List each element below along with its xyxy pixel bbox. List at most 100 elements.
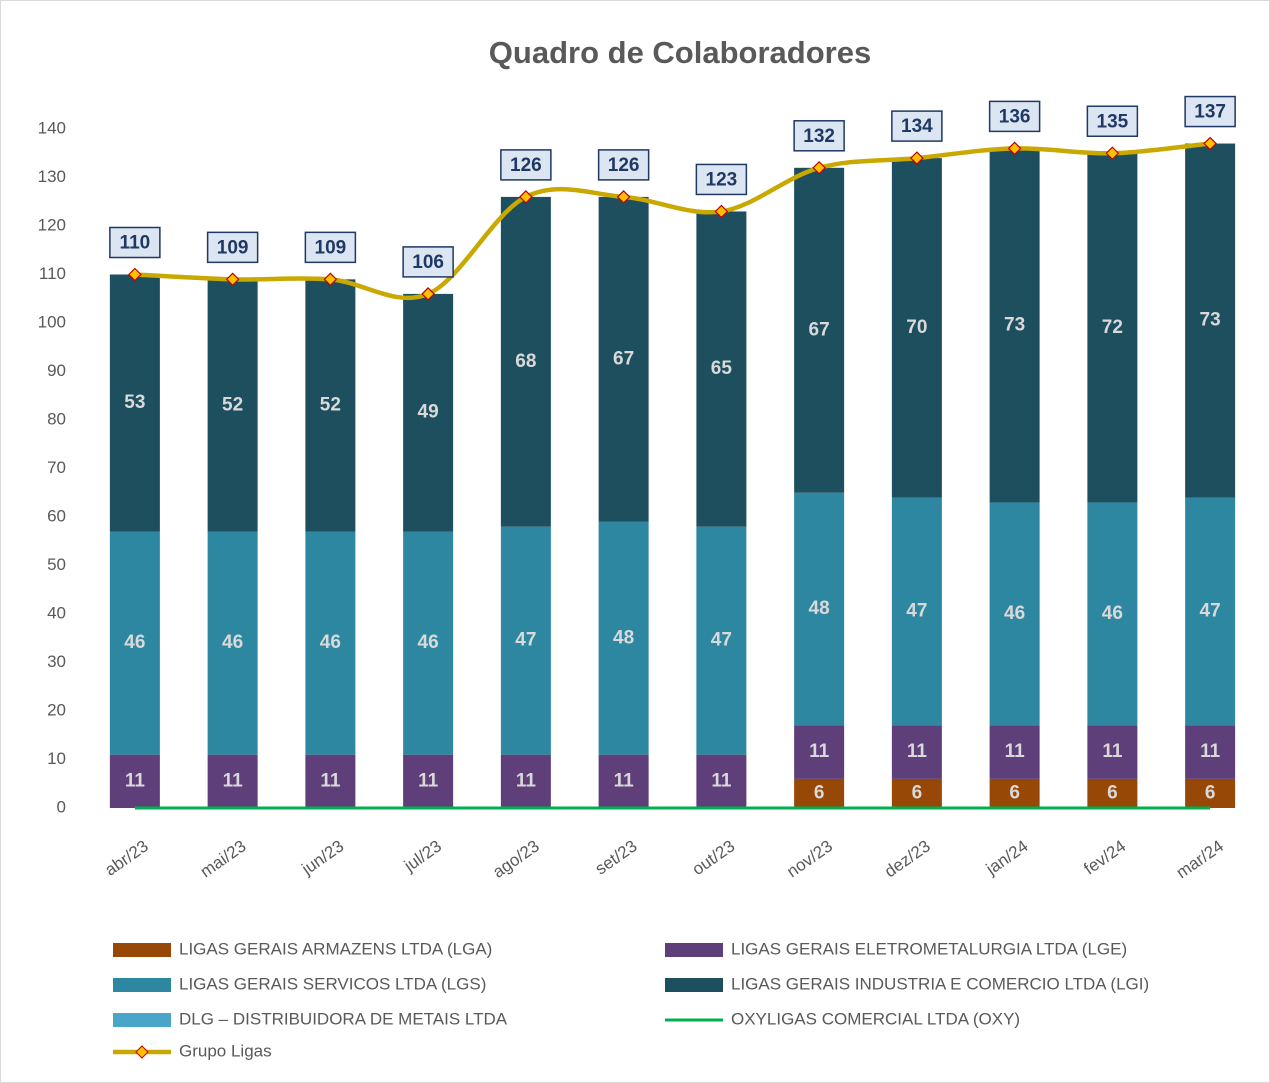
legend-label: LIGAS GERAIS SERVICOS LTDA (LGS) (179, 974, 486, 993)
legend-swatch (113, 978, 171, 992)
y-tick-label: 120 (38, 215, 66, 234)
legend-label: LIGAS GERAIS ARMAZENS LTDA (LGA) (179, 939, 492, 958)
data-label: 48 (809, 598, 830, 619)
data-label: 68 (515, 351, 536, 372)
data-label: 11 (320, 770, 341, 791)
data-label: 47 (711, 630, 732, 651)
total-label: 106 (412, 252, 444, 273)
total-label: 136 (999, 106, 1031, 127)
data-label: 46 (418, 632, 439, 653)
legend-label: LIGAS GERAIS INDUSTRIA E COMERCIO LTDA (… (731, 974, 1149, 993)
line-marker (519, 190, 533, 204)
chart-title: Quadro de Colaboradores (489, 35, 871, 70)
data-label: 46 (222, 632, 243, 653)
data-label: 46 (320, 632, 341, 653)
bar-segment (500, 526, 551, 755)
total-label-box (1086, 105, 1139, 137)
total-label-box (988, 100, 1041, 133)
y-tick-label: 70 (47, 458, 66, 477)
total-label-box (1184, 95, 1236, 128)
bar-segment (891, 497, 942, 726)
data-label: 6 (1205, 782, 1216, 803)
bar-segment (696, 754, 747, 808)
bar-segment (1185, 778, 1236, 808)
line-marker (421, 287, 435, 301)
bar-segment (598, 521, 649, 755)
total-label-box (891, 110, 943, 142)
bar-segment (794, 778, 845, 808)
y-tick-label: 130 (38, 167, 66, 186)
total-label: 123 (706, 169, 738, 190)
total-label: 126 (608, 155, 640, 176)
bar-segment (403, 293, 454, 532)
data-label: 46 (1004, 603, 1025, 624)
bar-segment (207, 754, 258, 808)
data-label: 70 (906, 317, 927, 338)
data-label: 53 (124, 392, 145, 413)
data-label: 46 (1102, 603, 1123, 624)
total-label-box (793, 120, 845, 152)
bar-segment (109, 754, 160, 808)
data-label: 11 (223, 770, 244, 791)
total-label: 132 (803, 126, 835, 147)
y-tick-label: 110 (39, 264, 66, 283)
bar-segment (1185, 725, 1236, 779)
line-marker (910, 151, 924, 165)
data-label: 11 (711, 770, 732, 791)
bar-segment (891, 778, 942, 808)
y-tick-label: 10 (47, 749, 66, 768)
bar-segment (305, 279, 356, 532)
bar-segment (989, 502, 1040, 726)
data-label: 67 (613, 348, 634, 369)
bar-segment (305, 754, 356, 808)
total-label-box (402, 246, 454, 278)
total-label: 109 (217, 237, 249, 258)
legend-label: DLG – DISTRIBUIDORA DE METAIS LTDA (179, 1009, 508, 1028)
bar-segment (1185, 497, 1236, 726)
total-label: 135 (1097, 111, 1129, 132)
data-label: 65 (711, 358, 733, 379)
data-label: 73 (1200, 310, 1221, 331)
bar-segment (500, 754, 551, 808)
data-label: 49 (418, 402, 439, 423)
total-label: 137 (1194, 102, 1226, 123)
legend-label: Grupo Ligas (179, 1041, 272, 1060)
y-tick-label: 0 (57, 797, 66, 816)
data-label: 6 (912, 782, 923, 803)
total-label-box (304, 231, 357, 264)
bar-segment (1185, 143, 1236, 498)
legend-swatch (665, 978, 723, 992)
y-tick-label: 90 (47, 361, 66, 380)
line-marker (812, 160, 826, 175)
bar-segment (696, 211, 747, 527)
data-label: 11 (809, 741, 830, 762)
bar-segment (891, 725, 942, 779)
bar-segment (598, 754, 649, 808)
total-label: 126 (510, 155, 542, 176)
data-label: 11 (1200, 741, 1221, 762)
bar-segment (1087, 778, 1138, 808)
data-label: 11 (516, 770, 537, 791)
line-marker (1007, 141, 1022, 156)
data-label: 11 (614, 770, 635, 791)
legend-swatch (113, 1013, 171, 1027)
line-marker (616, 190, 631, 204)
y-tick-label: 20 (47, 700, 66, 719)
bar-segment (794, 492, 845, 726)
legend-swatch (665, 943, 723, 957)
total-label-box (695, 163, 748, 196)
bar-segment (403, 754, 454, 808)
total-label-box (597, 149, 650, 181)
data-label: 73 (1004, 314, 1025, 335)
y-tick-label: 100 (38, 312, 66, 331)
total-label-box (500, 149, 552, 181)
bar-segment (989, 778, 1040, 808)
data-label: 11 (125, 770, 146, 791)
bar-segment (891, 158, 942, 498)
data-label: 11 (418, 770, 439, 791)
bar-segment (794, 167, 845, 493)
bar-segment (696, 526, 747, 755)
data-label: 67 (809, 319, 830, 340)
data-label: 47 (1200, 601, 1221, 622)
